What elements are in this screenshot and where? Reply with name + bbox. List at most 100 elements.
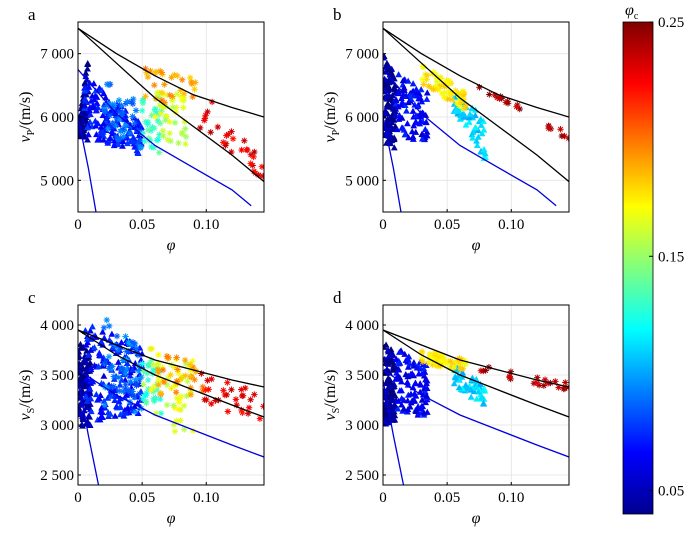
x-axis-label: φ	[167, 510, 176, 527]
star-marker	[125, 340, 133, 347]
star-marker	[152, 410, 160, 417]
star-marker	[118, 112, 126, 119]
y-tick-label: 2 500	[40, 468, 74, 484]
star-marker	[119, 357, 126, 364]
star-marker	[547, 125, 555, 133]
star-marker	[135, 367, 142, 375]
triangle-marker	[400, 126, 408, 133]
star-marker	[458, 99, 465, 106]
star-marker	[104, 384, 111, 392]
triangle-marker	[126, 372, 134, 379]
star-marker	[117, 128, 124, 135]
star-marker	[170, 421, 178, 428]
star-marker	[480, 367, 487, 375]
star-marker	[182, 372, 189, 379]
star-marker	[144, 121, 151, 128]
star-marker	[145, 135, 152, 142]
triangle-marker	[383, 75, 389, 82]
star-marker	[247, 160, 254, 167]
star-marker	[187, 367, 194, 374]
star-marker	[242, 384, 249, 392]
triangle-marker	[78, 360, 83, 367]
star-marker	[169, 93, 176, 100]
star-marker	[103, 316, 110, 324]
triangle-marker	[93, 106, 100, 113]
star-marker	[258, 163, 264, 170]
star-marker	[109, 119, 116, 127]
bound-curves	[78, 27, 264, 212]
star-marker	[450, 363, 458, 371]
triangle-marker	[91, 361, 98, 369]
star-marker	[196, 124, 204, 132]
triangle-marker	[398, 394, 406, 402]
triangle-marker	[398, 98, 406, 105]
triangle-marker	[90, 80, 98, 87]
star-marker	[496, 95, 503, 102]
star-marker	[150, 383, 158, 390]
star-marker	[459, 356, 467, 364]
star-marker	[199, 387, 206, 395]
star-marker	[133, 345, 140, 352]
star-marker	[432, 72, 440, 79]
star-marker	[204, 108, 211, 116]
triangle-marker	[100, 372, 108, 379]
triangle-marker	[384, 115, 391, 122]
triangle-marker	[78, 340, 84, 348]
star-marker	[128, 341, 136, 348]
star-marker	[447, 358, 454, 365]
triangle-marker	[451, 374, 459, 381]
star-marker	[134, 351, 142, 359]
scatter-points	[383, 53, 569, 161]
star-marker	[138, 107, 146, 114]
star-marker	[149, 124, 156, 131]
triangle-marker	[412, 85, 420, 92]
star-marker	[151, 81, 158, 89]
triangle-marker	[94, 120, 102, 127]
triangle-marker	[403, 378, 411, 385]
star-marker	[429, 70, 436, 78]
x-tick-label: 0.10	[498, 217, 524, 233]
x-tick-label: 0	[74, 217, 82, 233]
star-marker	[561, 385, 568, 392]
triangle-marker	[84, 339, 92, 346]
star-marker	[423, 76, 430, 83]
triangle-marker	[401, 131, 409, 138]
triangle-marker	[114, 140, 122, 147]
star-marker	[178, 130, 186, 138]
star-marker	[100, 324, 108, 331]
triangle-marker	[86, 107, 93, 114]
star-marker	[105, 353, 113, 360]
star-marker	[161, 81, 168, 88]
triangle-marker	[389, 366, 397, 373]
bound-curve-upper	[383, 329, 569, 388]
star-marker	[448, 96, 456, 103]
triangle-marker	[391, 111, 399, 118]
star-marker	[228, 128, 235, 135]
star-marker	[247, 396, 254, 403]
star-marker	[155, 369, 162, 376]
star-marker	[112, 122, 120, 129]
star-marker	[228, 386, 235, 393]
triangle-marker	[89, 102, 97, 109]
star-marker	[159, 364, 166, 371]
triangle-marker	[79, 416, 87, 423]
star-marker	[173, 90, 181, 98]
star-marker	[179, 76, 186, 84]
triangle-marker	[118, 338, 125, 346]
star-marker	[104, 125, 112, 133]
y-tick-label: 7 000	[40, 47, 74, 63]
star-marker	[460, 96, 467, 103]
bound-curve-lower	[383, 369, 569, 458]
triangle-marker	[404, 356, 412, 363]
triangle-marker	[86, 385, 94, 392]
star-marker	[106, 112, 114, 119]
star-marker	[545, 125, 552, 132]
star-marker	[144, 362, 152, 369]
panel-d: 0 0.05 0.10 2 500 3 000 3 500 4 000 φ vS/(m/s) d	[322, 288, 570, 527]
triangle-marker	[404, 120, 411, 127]
triangle-marker	[85, 412, 93, 419]
star-marker	[189, 93, 196, 101]
star-marker	[154, 117, 162, 125]
star-marker	[163, 353, 171, 360]
star-marker	[137, 143, 145, 151]
